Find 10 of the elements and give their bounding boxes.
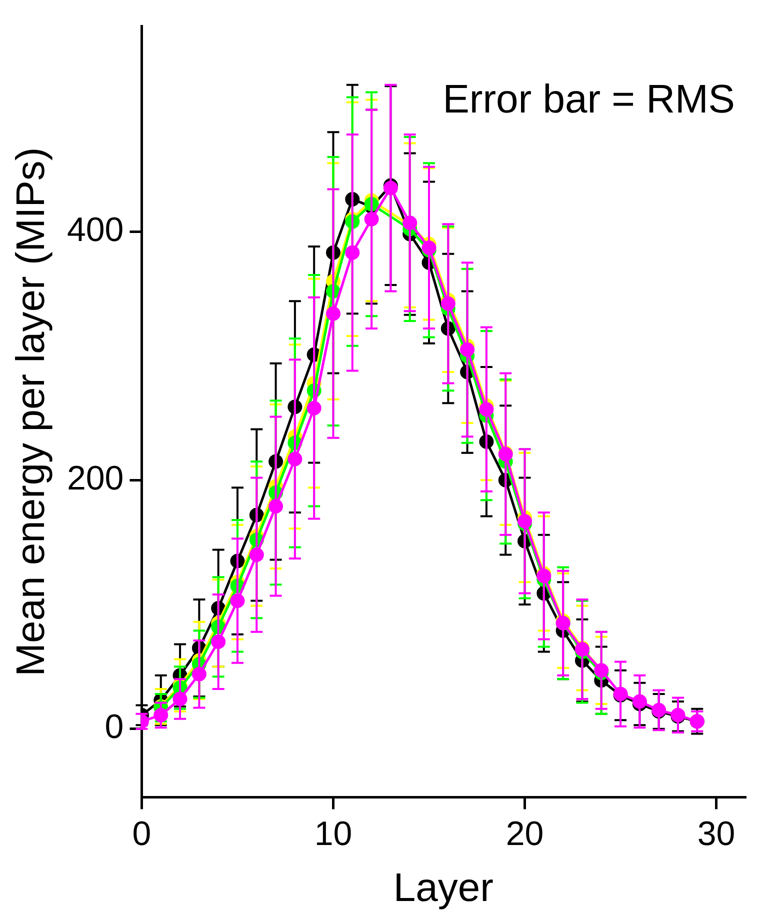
x-tick-label: 0 [132,814,152,853]
y-tick-label: 400 [66,210,124,249]
x-tick-label: 30 [697,814,736,853]
x-axis-title: Layer [393,866,494,910]
annotation: Error bar = RMS [442,77,735,122]
x-tick-label: 10 [314,814,352,853]
x-tick-label: 20 [506,814,544,853]
y-axis-title: Mean energy per layer (MIPs) [9,147,54,676]
y-tick-label: 0 [104,708,124,746]
y-tick-label: 200 [66,460,124,498]
